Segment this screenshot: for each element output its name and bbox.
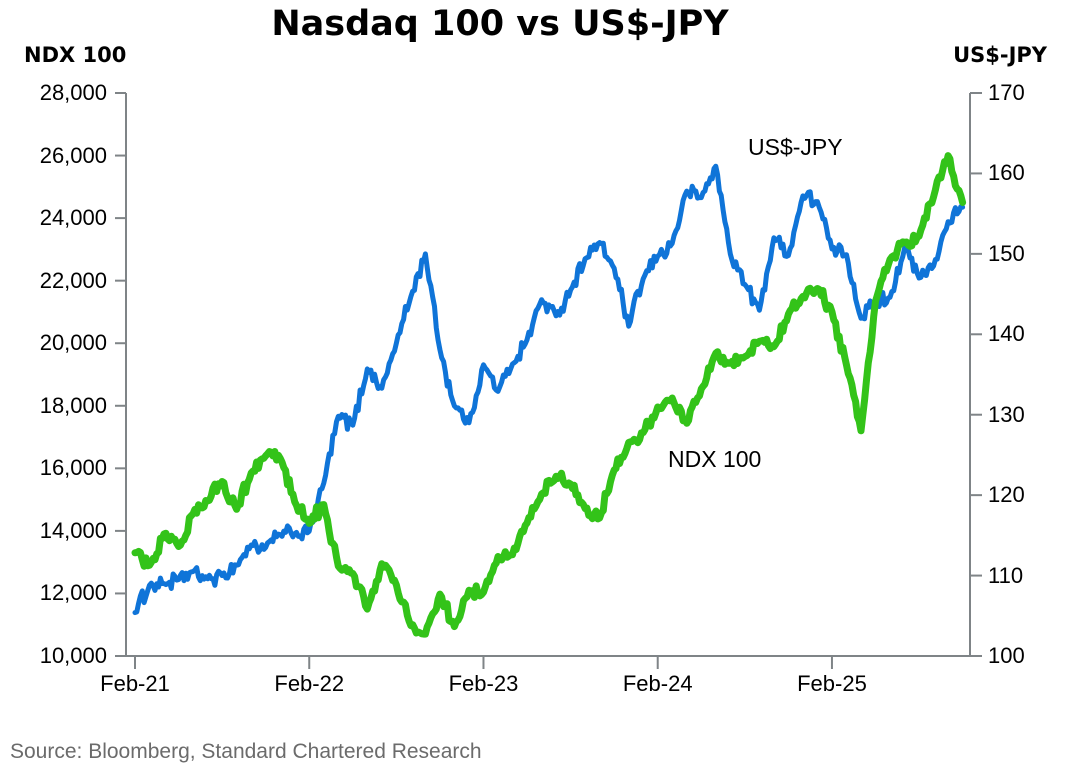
left-axis-tick-label: 26,000 [39,142,107,168]
series-line-ndx-100 [131,152,967,638]
left-axis-tick-label: 14,000 [39,517,107,543]
x-axis-tick-label: Feb-22 [274,671,345,696]
x-axis-tick-label: Feb-21 [100,671,170,696]
series-label-ndx-100: NDX 100 [668,446,762,472]
right-axis-tick-label: 110 [988,562,1024,588]
left-axis-tick-label: 18,000 [39,392,107,418]
right-axis-title: US$-JPY [953,43,1047,67]
left-axis-tick-label: 24,000 [39,205,107,231]
series-label-usd-jpy: US$-JPY [748,134,843,160]
x-axis-tick-label: Feb-25 [797,671,867,696]
left-axis-tick-label: 22,000 [39,267,107,293]
left-axis-tick-label: 16,000 [39,455,107,481]
chart-title: Nasdaq 100 vs US$-JPY [271,4,729,44]
source-note: Source: Bloomberg, Standard Chartered Re… [10,740,482,763]
left-axis-tick-label: 20,000 [39,330,107,356]
right-axis-tick-label: 130 [988,401,1025,427]
left-axis-tick-label: 28,000 [39,80,107,105]
series-line-us-jpy [132,163,966,616]
right-axis-tick-label: 120 [988,482,1025,508]
right-axis-tick-label: 150 [988,240,1025,266]
x-axis-tick-label: Feb-23 [448,671,519,696]
x-axis-tick-label: Feb-24 [622,671,693,696]
left-axis-tick-label: 10,000 [39,643,107,668]
left-axis-title: NDX 100 [24,43,127,67]
right-axis-tick-label: 140 [988,321,1025,347]
right-axis-tick-label: 170 [988,80,1025,105]
right-axis-tick-label: 160 [988,160,1025,186]
right-axis-tick-label: 100 [988,643,1025,668]
left-axis-tick-label: 12,000 [39,580,107,606]
